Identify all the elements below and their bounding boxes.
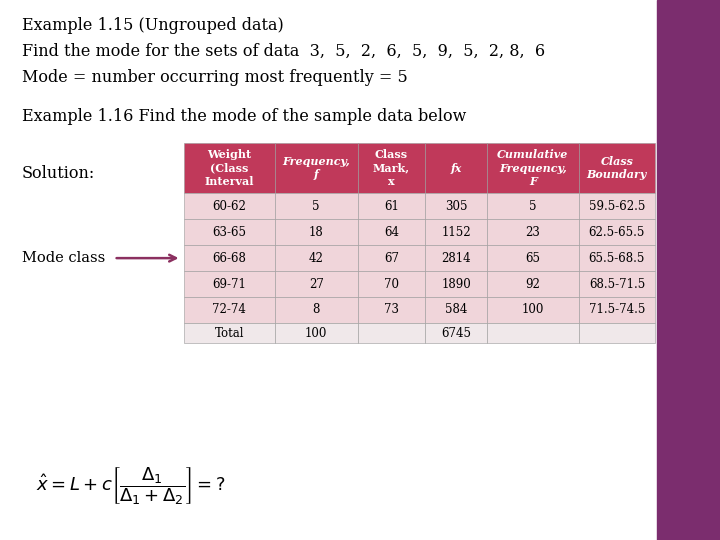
Text: 584: 584 [445,303,467,316]
Text: Solution:: Solution: [22,165,95,181]
Text: 42: 42 [309,252,324,265]
Text: 70: 70 [384,278,399,291]
Text: 71.5-74.5: 71.5-74.5 [589,303,645,316]
Text: Class
Mark,
x: Class Mark, x [373,150,410,187]
Text: 64: 64 [384,226,399,239]
Text: 18: 18 [309,226,323,239]
Text: 5: 5 [312,200,320,213]
Text: 65: 65 [526,252,541,265]
Text: 66-68: 66-68 [212,252,246,265]
Text: fx: fx [451,163,462,174]
Text: Frequency,
f: Frequency, f [282,156,350,180]
Text: Cumulative
Frequency,
F: Cumulative Frequency, F [498,150,569,187]
Text: 72-74: 72-74 [212,303,246,316]
Text: 27: 27 [309,278,324,291]
Text: 92: 92 [526,278,540,291]
Text: 61: 61 [384,200,399,213]
Text: Weight
(Class
Interval: Weight (Class Interval [204,150,254,187]
Text: Class
Boundary: Class Boundary [587,156,647,180]
Text: 65.5-68.5: 65.5-68.5 [589,252,645,265]
Text: Example 1.16 Find the mode of the sample data below: Example 1.16 Find the mode of the sample… [22,108,466,125]
Text: Mode = number occurring most frequently = 5: Mode = number occurring most frequently … [22,69,408,86]
Text: 8: 8 [312,303,320,316]
Text: 60-62: 60-62 [212,200,246,213]
Text: 2814: 2814 [441,252,471,265]
Text: Mode class: Mode class [22,251,105,265]
Text: 62.5-65.5: 62.5-65.5 [589,226,645,239]
Text: Total: Total [215,327,244,340]
Text: Find the mode for the sets of data  3,  5,  2,  6,  5,  9,  5,  2, 8,  6: Find the mode for the sets of data 3, 5,… [22,43,545,60]
Text: $\hat{x} = L + c\left[\dfrac{\Delta_1}{\Delta_1 + \Delta_2}\right] = ?$: $\hat{x} = L + c\left[\dfrac{\Delta_1}{\… [36,465,225,507]
Text: 100: 100 [305,327,328,340]
Text: 100: 100 [522,303,544,316]
Text: 5: 5 [529,200,536,213]
Text: 73: 73 [384,303,399,316]
Text: 305: 305 [445,200,467,213]
Text: 67: 67 [384,252,399,265]
Text: 69-71: 69-71 [212,278,246,291]
Text: 23: 23 [526,226,540,239]
Text: 1152: 1152 [441,226,471,239]
Text: Example 1.15 (Ungrouped data): Example 1.15 (Ungrouped data) [22,17,284,34]
Text: 68.5-71.5: 68.5-71.5 [589,278,645,291]
Text: 1890: 1890 [441,278,471,291]
Text: 59.5-62.5: 59.5-62.5 [589,200,645,213]
Text: 63-65: 63-65 [212,226,246,239]
Text: 6745: 6745 [441,327,472,340]
